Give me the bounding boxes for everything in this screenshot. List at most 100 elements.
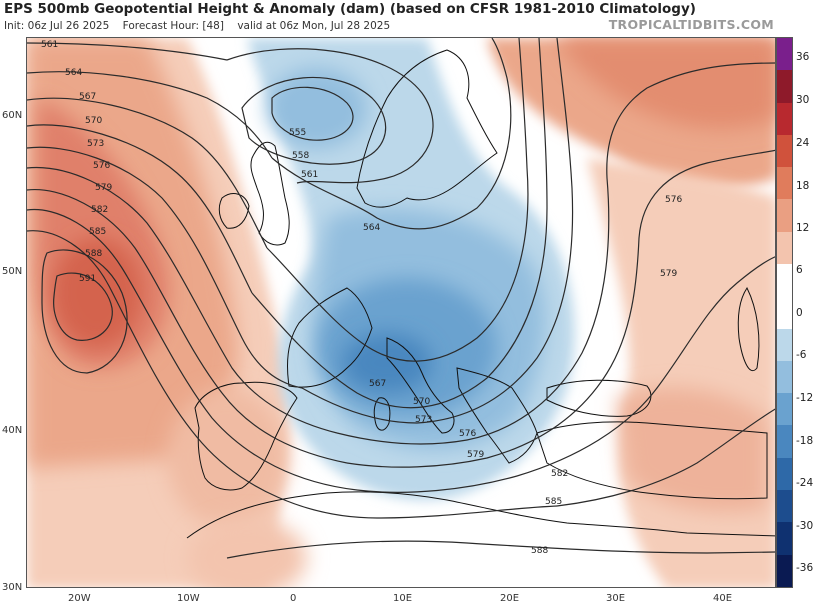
contour-label: 573 [415,415,432,425]
anomaly-colorbar [776,37,793,588]
lon-label: 10W [177,593,200,604]
contour-labels: 561 564 567 570 573 576 579 582 585 588 … [41,40,682,556]
positive-anomaly-shading [27,38,775,587]
lat-label: 30N [2,582,23,593]
warm-anomaly-turkey [617,387,767,512]
colorbar-segment [777,393,792,426]
contour-label: 582 [91,205,108,215]
init-time: Init: 06z Jul 26 2025 [4,20,110,32]
forecast-hour: Forecast Hour: [48] [122,20,224,32]
warm-anomaly-east [587,158,775,587]
contour-576-west [27,166,338,434]
coast-italy [386,337,455,434]
coast-britain [250,141,290,246]
contour-label: 588 [85,249,102,259]
coast-sardinia [373,397,391,431]
contour-591-ring [53,272,113,341]
contour-label: 570 [413,397,430,407]
contour-label: 576 [93,161,110,171]
contour-582-trough [356,256,775,493]
contour-label: 561 [301,170,318,180]
contour-585-west [27,230,558,519]
warm-anomaly-russia-inner [557,38,775,129]
lat-label: 40N [2,425,23,436]
colorbar-segment [777,231,792,264]
contour-573-west [27,146,303,389]
map-title: EPS 500mb Geopotential Height & Anomaly … [4,1,696,17]
contour-label: 579 [660,269,677,279]
warm-anomaly-core [52,238,142,348]
coast-turkey [536,421,768,500]
colorbar-segment [777,167,792,200]
colorbar-segment [777,70,792,103]
colorbar-label: -24 [796,477,814,489]
colorbar-segment [777,554,792,587]
coast-scandinavia [356,49,498,208]
colorbar-segment [777,489,792,523]
lon-label: 40E [713,593,733,604]
colorbar-label: 30 [796,94,810,106]
lon-label: 10E [393,593,413,604]
contour-564-west [27,71,273,159]
colorbar-segment [777,328,792,361]
contour-label: 576 [459,429,476,439]
coast-black-sea [546,379,652,417]
negative-anomaly-shading [247,38,575,500]
contour-558-low [241,76,387,165]
colorbar-segment [777,522,792,555]
lon-label: 30E [606,593,626,604]
colorbar-label: -6 [796,349,807,361]
colorbar-segment [777,102,792,135]
contour-555-low [271,86,354,141]
colorbar-segment [777,263,792,297]
contour-label: 561 [41,40,58,50]
valid-time: valid at 06z Mon, Jul 28 2025 [237,20,391,32]
colorbar-segment [777,38,792,71]
coast-north-africa [186,491,775,539]
contour-label: 579 [467,450,484,460]
contour-label: 582 [551,469,568,479]
contour-576-trough [336,62,775,445]
colorbar-segment [777,199,792,232]
cold-anomaly-north [267,68,367,148]
contour-585-trough [556,408,775,507]
contour-561-trough [226,48,434,184]
colorbar-label: 6 [796,264,803,276]
contour-label: 564 [363,223,380,233]
anomaly-map: 561 564 567 570 573 576 579 582 585 588 … [26,37,776,588]
colorbar-segment [777,360,792,394]
lon-label: 20E [500,593,520,604]
colorbar-label: 36 [796,51,810,63]
colorbar-label: 18 [796,180,810,192]
site-credit: TROPICALTIDBITS.COM [608,17,774,32]
contour-570-trough [251,38,548,409]
lon-label: 0 [290,593,297,604]
warm-anomaly-sahara [187,518,307,587]
colorbar-segment [777,134,792,168]
contour-label: 570 [85,116,102,126]
contour-588-ring [41,249,128,374]
height-contours [27,38,775,559]
colorbar-segment [777,457,792,490]
colorbar-label: -18 [796,435,814,447]
coast-ireland [218,193,250,229]
contour-label: 555 [289,128,306,138]
contour-579-west [27,188,348,464]
coast-balkans-greece [456,367,538,464]
lat-label: 50N [2,266,23,277]
colorbar-label: -12 [796,392,814,404]
colorbar-label: 24 [796,137,810,149]
contour-570-west [27,124,253,294]
contour-label: 567 [79,92,96,102]
contour-582-west [27,208,358,491]
contour-label: 573 [87,139,104,149]
colorbar-label: -36 [796,562,814,574]
map-canvas: 561 564 567 570 573 576 579 582 585 588 … [27,38,775,587]
contour-label: 558 [292,151,309,161]
colorbar-label: -30 [796,520,814,532]
contour-579-trough [346,149,775,468]
contour-588-south [226,540,775,559]
contour-label: 576 [665,195,682,205]
contour-label: 579 [95,183,112,193]
contour-567-trough [266,38,529,362]
